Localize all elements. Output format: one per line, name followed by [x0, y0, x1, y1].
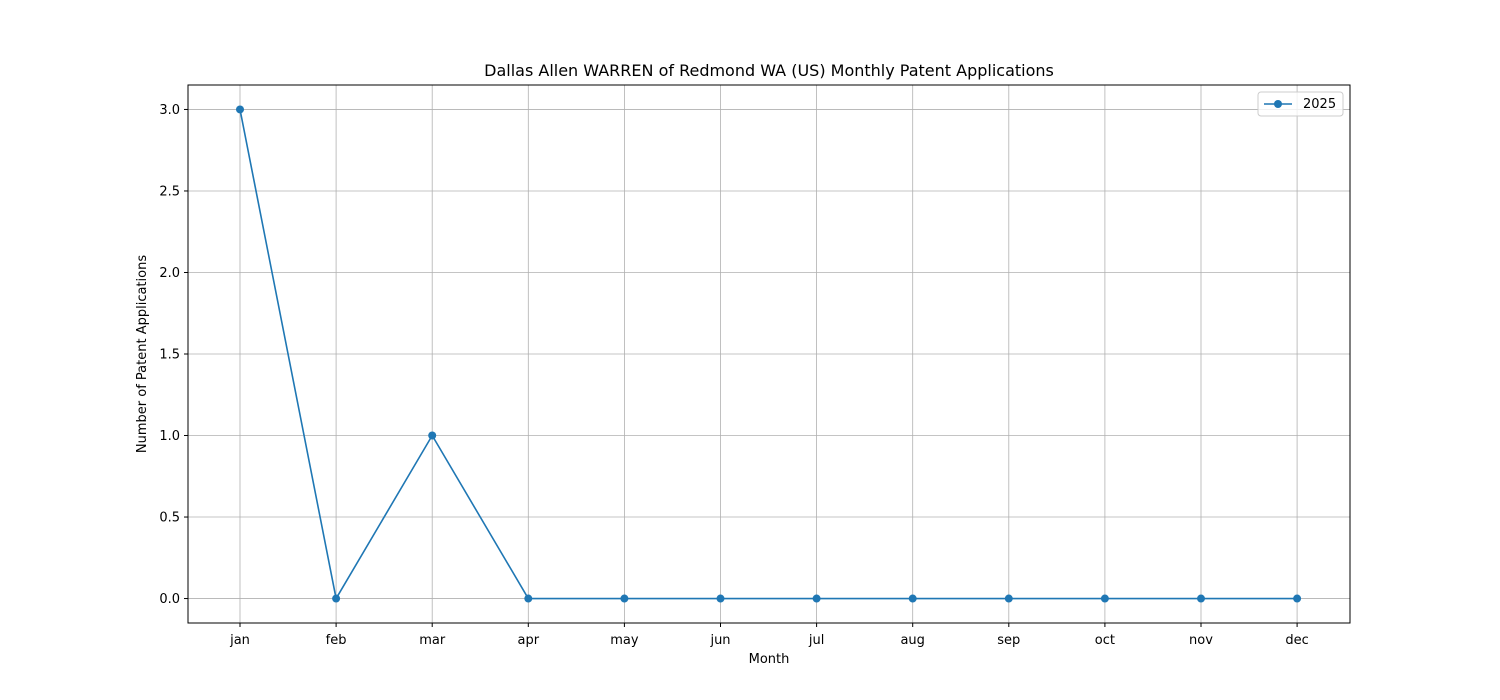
x-tick-label-oct: oct: [1095, 633, 1115, 648]
x-tick-label-mar: mar: [419, 633, 446, 648]
data-point-mar: [428, 432, 436, 440]
x-tick-label-jun: jun: [709, 633, 730, 648]
y-tick-label: 1.5: [159, 348, 180, 363]
data-point-dec: [1293, 595, 1301, 603]
y-axis-label: Number of Patent Applications: [135, 255, 150, 453]
data-point-oct: [1101, 595, 1109, 603]
y-tick-label: 1.0: [159, 429, 180, 444]
x-tick-label-aug: aug: [900, 633, 924, 648]
y-tick-label: 0.0: [159, 592, 180, 607]
data-point-jul: [813, 595, 821, 603]
data-point-aug: [909, 595, 917, 603]
legend: 2025: [1258, 92, 1343, 116]
x-tick-label-apr: apr: [518, 633, 540, 648]
data-point-nov: [1197, 595, 1205, 603]
data-point-jan: [236, 105, 244, 113]
legend-label-2025: 2025: [1303, 97, 1336, 112]
legend-marker: [1274, 100, 1282, 108]
y-tick-label: 2.0: [159, 266, 180, 281]
y-tick-label: 0.5: [159, 511, 180, 526]
x-tick-label-jul: jul: [808, 633, 824, 648]
data-point-jun: [717, 595, 725, 603]
y-tick-label: 2.5: [159, 184, 180, 199]
x-axis-label: Month: [749, 652, 790, 667]
data-point-apr: [524, 595, 532, 603]
y-tick-label: 3.0: [159, 103, 180, 118]
x-tick-label-sep: sep: [997, 633, 1020, 648]
data-point-feb: [332, 595, 340, 603]
data-point-may: [620, 595, 628, 603]
x-tick-label-feb: feb: [326, 633, 347, 648]
x-tick-label-may: may: [610, 633, 639, 648]
x-tick-label-jan: jan: [229, 633, 250, 648]
chart-title: Dallas Allen WARREN of Redmond WA (US) M…: [484, 61, 1054, 80]
data-point-sep: [1005, 595, 1013, 603]
x-tick-label-nov: nov: [1189, 633, 1213, 648]
x-tick-label-dec: dec: [1285, 633, 1308, 648]
